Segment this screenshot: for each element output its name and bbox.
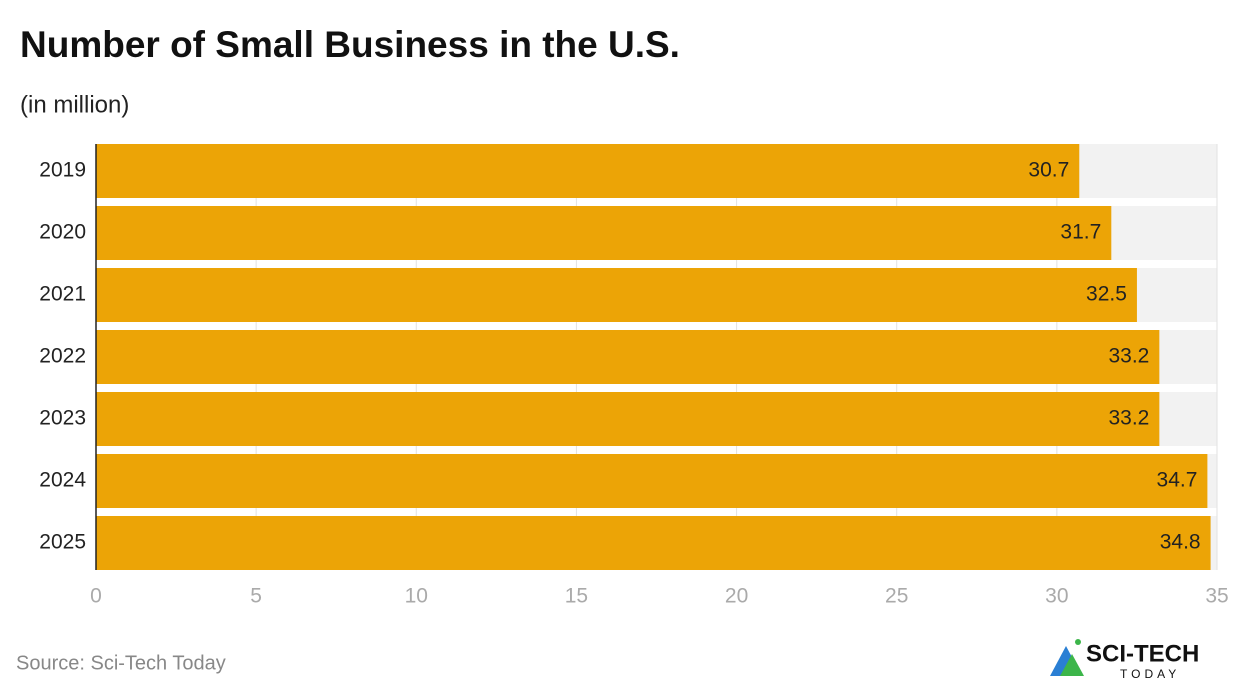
logo-dot [1075, 639, 1081, 645]
value-label: 32.5 [1086, 283, 1127, 306]
value-label: 30.7 [1028, 159, 1069, 182]
logo-name: SCI-TECH [1086, 640, 1199, 667]
y-tick-label: 2019 [39, 159, 86, 182]
bar [96, 206, 1112, 260]
bar [96, 330, 1160, 384]
y-tick-label: 2020 [39, 221, 86, 244]
y-tick-label: 2023 [39, 407, 86, 430]
value-label: 33.2 [1108, 345, 1149, 368]
bar [96, 392, 1160, 446]
x-tick-label: 0 [90, 585, 102, 608]
x-tick-label: 10 [405, 585, 428, 608]
x-tick-label: 25 [885, 585, 908, 608]
bar [96, 454, 1208, 508]
bar [96, 268, 1137, 322]
x-tick-label: 15 [565, 585, 588, 608]
source: Source: Sci-Tech Today [16, 652, 226, 674]
chart-subtitle: (in million) [20, 91, 129, 118]
x-tick-label: 20 [725, 585, 748, 608]
logo-icon [1060, 654, 1084, 676]
bar [96, 516, 1211, 570]
value-label: 31.7 [1060, 221, 1101, 244]
logo: SCI-TECH TODAY [1050, 639, 1199, 681]
y-tick-label: 2024 [39, 469, 86, 492]
value-label: 34.8 [1160, 531, 1201, 554]
y-tick-label: 2025 [39, 531, 86, 554]
value-label: 33.2 [1108, 407, 1149, 430]
bar [96, 144, 1080, 198]
y-tick-label: 2022 [39, 345, 86, 368]
chart-title: Number of Small Business in the U.S. [20, 24, 680, 65]
x-tick-label: 5 [250, 585, 262, 608]
y-tick-label: 2021 [39, 283, 86, 306]
x-tick-label: 35 [1205, 585, 1228, 608]
logo-tagline: TODAY [1120, 667, 1180, 681]
x-tick-label: 30 [1045, 585, 1068, 608]
value-label: 34.7 [1157, 469, 1198, 492]
